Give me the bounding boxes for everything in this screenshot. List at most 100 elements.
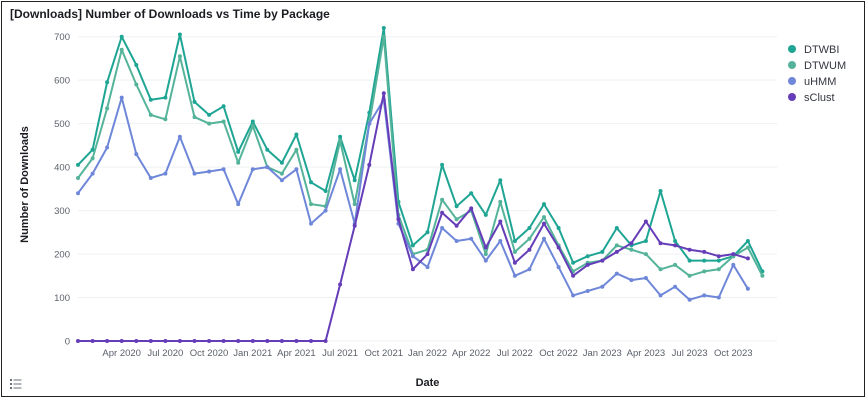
y-tick-label: 200 <box>54 250 70 261</box>
data-point-DTWBI <box>323 189 328 193</box>
data-point-DTWBI <box>279 160 284 165</box>
data-point-DTWUM <box>745 245 750 250</box>
data-point-sClust <box>119 339 124 343</box>
data-point-DTWUM <box>381 34 386 39</box>
data-point-DTWBI <box>643 239 648 243</box>
data-point-DTWBI <box>192 99 197 104</box>
data-point-sClust <box>673 243 678 248</box>
legend-label: DTWBI <box>804 44 839 56</box>
data-point-DTWUM <box>250 123 255 128</box>
x-tick-label: Oct 2022 <box>539 348 578 359</box>
y-tick-label: 700 <box>54 32 70 43</box>
data-point-sClust <box>745 256 750 261</box>
data-point-DTWBI <box>512 239 517 243</box>
data-point-DTWUM <box>236 160 241 165</box>
data-point-DTWUM <box>498 199 503 204</box>
data-point-DTWBI <box>469 191 474 196</box>
data-point-sClust <box>221 339 226 343</box>
data-point-sClust <box>571 273 576 278</box>
data-point-DTWBI <box>90 147 95 152</box>
list-icon <box>10 379 22 389</box>
data-point-sClust <box>192 339 197 343</box>
data-point-sClust <box>236 339 241 343</box>
data-point-uHMM <box>600 284 605 289</box>
data-point-uHMM <box>614 271 619 276</box>
data-point-DTWBI <box>134 63 139 67</box>
data-point-uHMM <box>643 276 648 280</box>
data-point-DTWUM <box>134 82 139 87</box>
legend-item-DTWBI[interactable]: DTWBI <box>788 44 839 56</box>
y-tick-label: 400 <box>54 163 70 174</box>
data-point-sClust <box>425 252 430 257</box>
y-tick-label: 0 <box>65 337 70 348</box>
data-point-DTWUM <box>338 139 343 143</box>
data-point-uHMM <box>119 95 124 100</box>
data-point-sClust <box>716 254 721 259</box>
legend-item-sClust[interactable]: sClust <box>788 92 835 104</box>
data-point-DTWUM <box>440 197 445 202</box>
data-point-sClust <box>294 339 299 343</box>
data-point-DTWUM <box>643 252 648 257</box>
data-point-uHMM <box>265 165 270 170</box>
data-point-DTWBI <box>702 258 707 263</box>
legend-item-uHMM[interactable]: uHMM <box>788 76 836 88</box>
data-point-uHMM <box>454 239 459 243</box>
data-point-sClust <box>207 339 212 343</box>
data-point-uHMM <box>236 202 241 207</box>
legend-toggle-button[interactable] <box>8 376 24 392</box>
data-point-DTWBI <box>294 132 299 137</box>
data-point-DTWUM <box>687 273 692 278</box>
data-point-DTWBI <box>483 212 488 217</box>
data-point-DTWUM <box>163 117 168 122</box>
data-point-uHMM <box>469 236 474 241</box>
data-point-uHMM <box>323 208 328 213</box>
data-point-sClust <box>90 339 95 343</box>
data-point-sClust <box>512 260 517 265</box>
data-point-sClust <box>177 339 182 343</box>
data-point-sClust <box>265 339 270 343</box>
data-point-sClust <box>250 339 255 343</box>
data-point-uHMM <box>440 226 445 230</box>
legend-label: sClust <box>804 92 835 104</box>
data-point-uHMM <box>148 176 153 180</box>
data-point-DTWBI <box>527 226 532 230</box>
data-point-uHMM <box>731 262 736 267</box>
data-point-sClust <box>352 223 357 228</box>
data-point-DTWUM <box>658 267 663 272</box>
data-point-uHMM <box>309 221 313 226</box>
data-point-sClust <box>483 245 488 250</box>
data-point-uHMM <box>134 152 139 157</box>
data-point-uHMM <box>90 171 95 176</box>
data-point-sClust <box>338 282 343 287</box>
data-point-DTWBI <box>207 112 212 117</box>
y-tick-label: 300 <box>54 206 70 217</box>
data-point-sClust <box>309 339 313 343</box>
data-point-DTWBI <box>571 260 576 265</box>
data-point-sClust <box>148 339 153 343</box>
data-point-sClust <box>105 339 110 343</box>
legend-item-DTWUM[interactable]: DTWUM <box>788 60 846 72</box>
data-point-DTWBI <box>745 239 750 243</box>
data-point-uHMM <box>105 145 110 150</box>
data-point-uHMM <box>687 297 692 302</box>
data-point-DTWBI <box>716 258 721 263</box>
data-point-DTWBI <box>265 147 270 152</box>
data-point-sClust <box>585 262 590 267</box>
data-point-DTWBI <box>177 32 182 37</box>
data-point-DTWUM <box>207 121 212 126</box>
data-point-uHMM <box>702 293 707 298</box>
data-point-sClust <box>163 339 168 343</box>
data-point-sClust <box>396 217 401 222</box>
data-point-sClust <box>440 210 445 215</box>
panel-title: [Downloads] Number of Downloads vs Time … <box>10 7 330 21</box>
data-point-DTWBI <box>381 26 386 30</box>
data-point-uHMM <box>279 178 284 183</box>
data-point-DTWUM <box>221 119 226 124</box>
data-point-DTWUM <box>483 252 488 257</box>
data-point-DTWUM <box>105 106 110 111</box>
data-point-DTWUM <box>673 262 678 267</box>
series-line-DTWBI <box>77 27 764 272</box>
x-tick-label: Jul 2020 <box>147 348 183 359</box>
data-point-sClust <box>702 249 707 254</box>
